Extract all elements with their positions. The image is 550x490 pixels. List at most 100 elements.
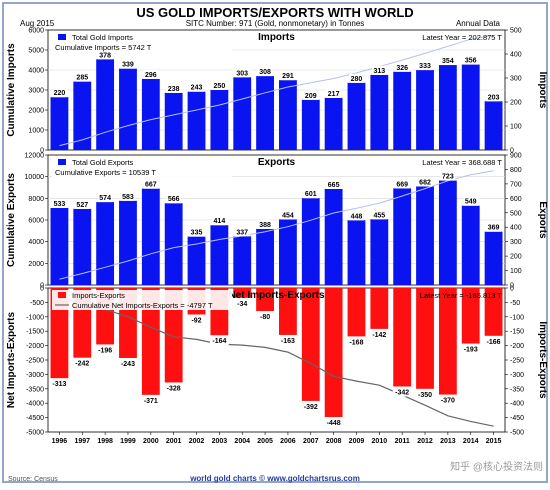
value-label: 203 [488,94,500,101]
right-tick-label: 200 [510,254,522,261]
value-label-bg [303,189,319,199]
bar [164,203,183,285]
value-label: 337 [236,229,248,236]
value-label: 566 [168,196,180,203]
bar [484,231,503,285]
value-label: -80 [260,314,270,321]
value-label-bg [417,177,433,187]
value-label-bg [189,315,204,325]
value-label-bg [118,358,138,368]
bar [324,288,343,418]
left-tick-label: 3000 [28,88,44,95]
left-axis-title: Cumulative Exports [6,173,17,267]
x-tick-label: 2012 [417,438,433,445]
value-label: -243 [121,361,135,368]
right-tick-label: 100 [510,268,522,275]
bar [119,68,137,150]
value-label: 527 [76,202,88,209]
x-tick-label: 2011 [395,438,410,445]
right-axis-title: Exports [537,201,548,239]
page-border [2,2,548,483]
left-tick-label: -500 [30,300,44,307]
value-label-bg [97,193,113,203]
bar [347,220,366,285]
left-tick-label: 6000 [28,218,44,225]
bar [210,90,229,150]
site-label: world gold charts © www.goldchartsrus.co… [189,474,360,483]
value-label-bg [326,179,341,189]
bar [233,236,252,285]
cumulative-line [59,170,494,280]
value-label-bg [303,90,319,100]
latest-year-note: Latest Year = 202.875 T [422,33,502,42]
value-label: 669 [396,181,408,188]
date-label: Aug 2015 [20,19,55,28]
value-label: -448 [327,420,341,427]
value-label: 356 [465,58,477,65]
right-tick-label: 0 [510,286,514,293]
bar [438,288,457,395]
value-label-bg [120,59,136,69]
right-tick-label: -500 [510,430,524,437]
value-label: 296 [145,72,157,79]
legend-label: Imports-Exports [72,291,125,300]
value-label: -392 [304,404,318,411]
right-tick-label: 900 [510,153,522,160]
value-label-bg [143,69,159,79]
bar [256,288,274,312]
value-label: 250 [214,83,226,90]
legend-label: Cumulative Net Imports-Exports = -4797 T [72,301,213,310]
x-tick-label: 1996 [52,438,68,445]
value-label-bg [486,92,501,102]
value-label: 388 [259,222,271,229]
x-tick-label: 2003 [212,438,228,445]
x-tick-label: 2014 [463,438,479,445]
panel-title: Exports [258,157,296,168]
value-label: 285 [76,75,88,82]
x-tick-label: 2001 [166,438,182,445]
value-label-bg [234,298,250,308]
value-label-bg [257,219,273,229]
value-label: -193 [464,347,478,354]
legend-label: Total Gold Imports [72,33,133,42]
cumulative-line [59,34,494,147]
x-tick-label: 2000 [143,438,159,445]
value-label-bg [95,345,115,355]
bar [301,99,320,150]
bar [347,82,366,150]
value-label-bg [52,199,67,209]
right-tick-label: 100 [510,124,522,131]
bar [279,80,297,150]
value-label-bg [324,418,344,428]
value-label: 601 [305,191,317,198]
bar [164,288,183,383]
x-tick-label: 2005 [257,438,273,445]
value-label: 665 [328,182,340,189]
left-tick-label: 12000 [25,153,45,160]
figure-title: US GOLD IMPORTS/EXPORTS WITH WORLD [136,5,413,20]
bar [370,219,389,285]
x-tick-label: 2009 [349,438,365,445]
cumulative-line [59,296,494,427]
value-label-bg [234,227,250,237]
value-label: -328 [167,385,181,392]
panel-title: Net Imports-Exports [228,290,325,301]
right-tick-label: 600 [510,196,522,203]
bar [279,288,297,335]
value-label: -371 [144,398,158,405]
value-label: 378 [99,52,111,59]
annual-label: Annual Data [456,19,501,28]
x-tick-label: 1998 [97,438,113,445]
panel-3: -5000-4500-4000-3500-3000-2500-2000-1500… [6,286,548,437]
x-tick-label: 2010 [372,438,388,445]
bar [50,97,69,150]
left-tick-label: 2000 [28,261,44,268]
bar [301,198,320,285]
value-label: -168 [349,339,363,346]
right-tick-label: 0 [510,148,514,155]
value-label-bg [278,335,298,345]
value-label-bg [461,344,481,354]
bar [187,91,206,150]
x-tick-label: 2008 [326,438,342,445]
value-label: -166 [487,339,501,346]
